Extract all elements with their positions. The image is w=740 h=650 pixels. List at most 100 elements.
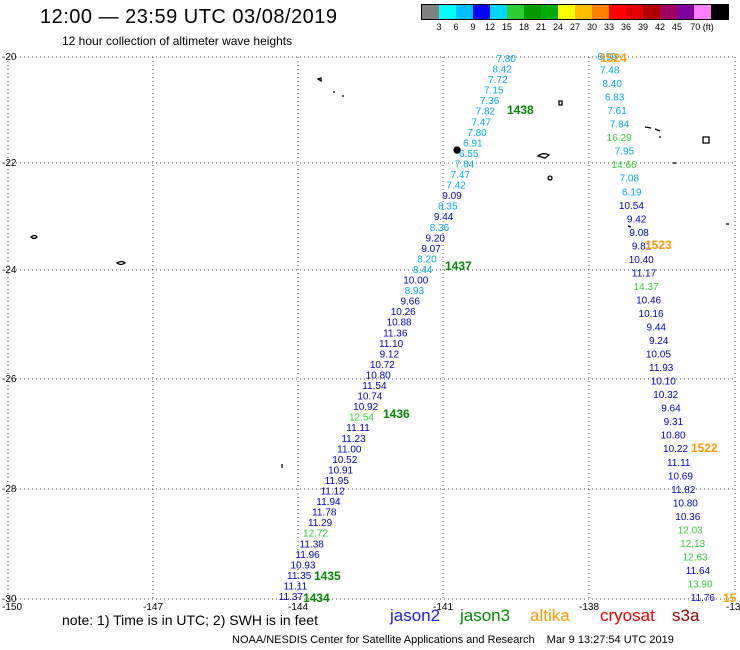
wave-height-label: 8.42 [492,65,512,76]
wave-height-label: 10.40 [629,255,654,266]
pass-time-label: 1523 [645,238,672,252]
scale-label: 42 [654,22,666,32]
island [30,234,38,240]
wave-height-label: 6.91 [463,138,483,149]
wave-height-label: 10.80 [661,431,686,442]
wave-height-label: 11.76 [691,593,716,604]
wave-height-label: 11.17 [632,268,657,279]
wave-height-label: 7.80 [467,128,487,139]
wave-height-label: 10.91 [328,465,353,476]
wave-height-label: 9.42 [627,214,647,225]
wave-height-label: 9.20 [426,233,446,244]
scale-label: 18 [518,22,530,32]
pass-time-label: 1524 [600,51,627,65]
wave-height-label: 9.12 [380,349,400,360]
wave-height-label: 13.90 [688,579,713,590]
lon-label: -147 [143,602,163,613]
scale-label: 33 [603,22,615,32]
wave-height-label: 9.07 [421,244,441,255]
wave-height-label: 11.29 [308,518,333,529]
scale-swatch [439,5,456,19]
wave-height-label: 8.40 [602,79,622,90]
wave-height-label: 12.72 [303,529,328,540]
scale-label: 21 [535,22,547,32]
wave-height-label: 11.38 [300,539,325,550]
island [316,77,322,83]
color-scale-bar [421,4,729,20]
lon-label: -141 [433,602,453,613]
scale-label: 70 (ft) [690,22,714,32]
scale-label: 6 [453,22,459,32]
scale-swatch [660,5,677,19]
wave-height-label: 10.74 [357,392,382,403]
wave-height-label: 7.42 [446,181,466,192]
wave-height-label: 11.12 [320,487,345,498]
scale-swatch [592,5,609,19]
wave-height-label: 9.24 [649,336,669,347]
wave-height-label: 7.15 [484,86,504,97]
scale-swatch [524,5,541,19]
wave-height-label: 6.19 [622,187,642,198]
island [702,136,710,144]
wave-height-label: 7.08 [620,174,640,185]
island [558,100,563,106]
island [453,146,461,154]
wave-height-label: 11.36 [383,328,408,339]
wave-height-label: 11.11 [667,458,691,469]
wave-height-label: 10.80 [366,370,391,381]
scale-label: 39 [637,22,649,32]
wave-height-label: 7.84 [610,120,630,131]
wave-height-label: 9.64 [661,404,681,415]
islands [30,77,729,468]
scale-swatch [711,5,728,19]
lat-label: -24 [2,265,17,276]
scale-label: 3 [436,22,442,32]
timestamp: Mar 9 13:27:54 UTC 2019 [546,634,674,646]
scale-swatch [626,5,643,19]
wave-height-label: 9.08 [629,228,649,239]
wave-height-label: 11.11 [346,423,370,434]
pass-time-label: 1438 [507,103,534,117]
satellite-s3a: s3a [672,606,700,625]
wave-height-tracks: 7.808.427.727.157.367.827.477.806.916.55… [279,52,716,604]
wave-height-label: 6.55 [459,149,479,160]
wave-height-label: 14.66 [612,160,637,171]
island [115,260,126,266]
wave-height-label: 10.22 [663,444,688,455]
page-title: 12:00 — 23:59 UTC 03/08/2019 [40,6,338,28]
scale-label: 9 [470,22,476,32]
page-subtitle: 12 hour collection of altimeter wave hei… [62,34,293,48]
scale-swatch [422,5,439,19]
scale-label: 15 [501,22,513,32]
wave-height-label: 8.20 [417,254,437,265]
wave-height-label: 7.84 [455,159,475,170]
lat-label: -26 [2,374,17,385]
wave-height-label: 10.26 [391,307,416,318]
island [644,126,652,129]
wave-height-label: 9.09 [442,191,462,202]
wave-height-label: 7.95 [615,147,635,158]
island [627,225,632,228]
pass-time-label: 1437 [445,259,472,273]
wave-height-label: 7.48 [600,66,620,77]
wave-height-label: 9.81 [632,241,652,252]
wave-height-label: 11.54 [362,381,387,392]
scale-swatch [541,5,558,19]
wave-height-label: 11.93 [649,363,674,374]
wave-height-label: 7.47 [471,117,491,128]
wave-height-label: 7.61 [607,106,627,117]
wave-height-label: 11.64 [686,566,711,577]
scale-swatch [456,5,473,19]
wave-height-label: 8.36 [430,223,450,234]
scale-label: 30 [586,22,598,32]
wave-height-label: 14.37 [634,282,659,293]
credit-line: NOAA/NESDIS Center for Satellite Applica… [232,634,674,646]
wave-height-label: 10.52 [332,455,357,466]
wave-height-label: 12.54 [349,413,374,424]
wave-height-label: 10.72 [370,360,395,371]
axis-labels: -20 -22 -24 -26 -28 -30-150 -147 -144 -141 -138 -1… [2,52,740,613]
island [536,153,551,159]
wave-height-label: 10.05 [646,350,671,361]
wave-height-label: 7.36 [480,96,500,107]
